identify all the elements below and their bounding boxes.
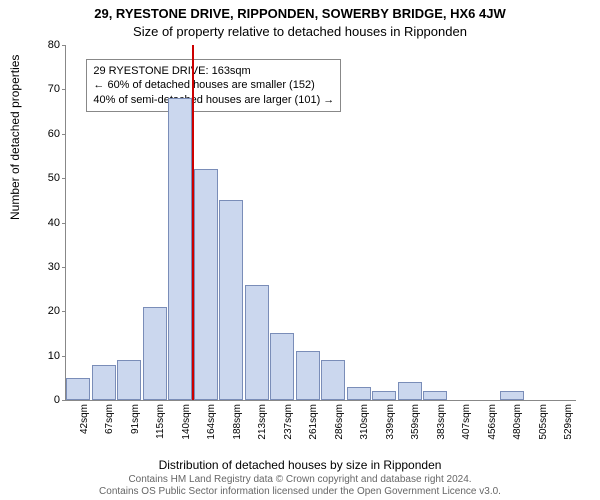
x-tick-label: 383sqm xyxy=(436,404,447,440)
x-tick-label: 261sqm xyxy=(308,404,319,440)
y-tick-mark xyxy=(62,400,66,401)
x-tick-label: 188sqm xyxy=(232,404,243,440)
histogram-bar xyxy=(398,382,422,400)
chart-subtitle: Size of property relative to detached ho… xyxy=(0,24,600,39)
histogram-bar xyxy=(245,285,269,400)
y-tick-mark xyxy=(62,356,66,357)
x-tick-label: 456sqm xyxy=(487,404,498,440)
chart-container: 29, RYESTONE DRIVE, RIPPONDEN, SOWERBY B… xyxy=(0,0,600,500)
x-tick-label: 140sqm xyxy=(181,404,192,440)
histogram-bar xyxy=(270,333,294,400)
chart-title-address: 29, RYESTONE DRIVE, RIPPONDEN, SOWERBY B… xyxy=(0,6,600,21)
x-tick-label: 505sqm xyxy=(538,404,549,440)
x-tick-label: 42sqm xyxy=(79,404,90,434)
plot-area: 29 RYESTONE DRIVE: 163sqm ← 60% of detac… xyxy=(65,45,576,401)
x-tick-label: 310sqm xyxy=(359,404,370,440)
histogram-bar xyxy=(296,351,320,400)
x-tick-label: 91sqm xyxy=(130,404,141,434)
histogram-bar xyxy=(321,360,345,400)
histogram-bar xyxy=(372,391,396,400)
histogram-bar xyxy=(423,391,447,400)
x-tick-label: 480sqm xyxy=(512,404,523,440)
x-tick-label: 286sqm xyxy=(334,404,345,440)
histogram-bar xyxy=(168,98,192,400)
histogram-bar xyxy=(219,200,243,400)
x-tick-label: 407sqm xyxy=(461,404,472,440)
x-tick-label: 115sqm xyxy=(155,404,166,439)
y-tick-mark xyxy=(62,45,66,46)
y-tick-mark xyxy=(62,267,66,268)
x-tick-label: 164sqm xyxy=(206,404,217,440)
y-tick-mark xyxy=(62,311,66,312)
y-tick-mark xyxy=(62,134,66,135)
x-tick-label: 529sqm xyxy=(563,404,574,440)
histogram-bar xyxy=(66,378,90,400)
x-tick-label: 359sqm xyxy=(410,404,421,440)
x-tick-label: 339sqm xyxy=(385,404,396,440)
footer-line1: Contains HM Land Registry data © Crown c… xyxy=(0,474,600,486)
property-marker-line xyxy=(192,45,194,400)
x-tick-label: 237sqm xyxy=(283,404,294,440)
histogram-bar xyxy=(117,360,141,400)
annotation-line1: 29 RYESTONE DRIVE: 163sqm xyxy=(93,64,334,78)
footer-credits: Contains HM Land Registry data © Crown c… xyxy=(0,474,600,498)
y-tick-mark xyxy=(62,89,66,90)
y-axis-label: Number of detached properties xyxy=(8,55,22,220)
x-tick-label: 213sqm xyxy=(257,404,268,440)
y-tick-mark xyxy=(62,223,66,224)
x-axis-label: Distribution of detached houses by size … xyxy=(0,458,600,472)
histogram-bar xyxy=(143,307,167,400)
x-tick-label: 67sqm xyxy=(104,404,115,434)
annotation-box: 29 RYESTONE DRIVE: 163sqm ← 60% of detac… xyxy=(86,59,341,112)
footer-line2: Contains OS Public Sector information li… xyxy=(0,486,600,498)
histogram-bar xyxy=(500,391,524,400)
histogram-bar xyxy=(92,365,116,401)
histogram-bar xyxy=(194,169,218,400)
annotation-line3: 40% of semi-detached houses are larger (… xyxy=(93,93,334,107)
annotation-line2: ← 60% of detached houses are smaller (15… xyxy=(93,78,334,92)
histogram-bar xyxy=(347,387,371,400)
y-tick-mark xyxy=(62,178,66,179)
